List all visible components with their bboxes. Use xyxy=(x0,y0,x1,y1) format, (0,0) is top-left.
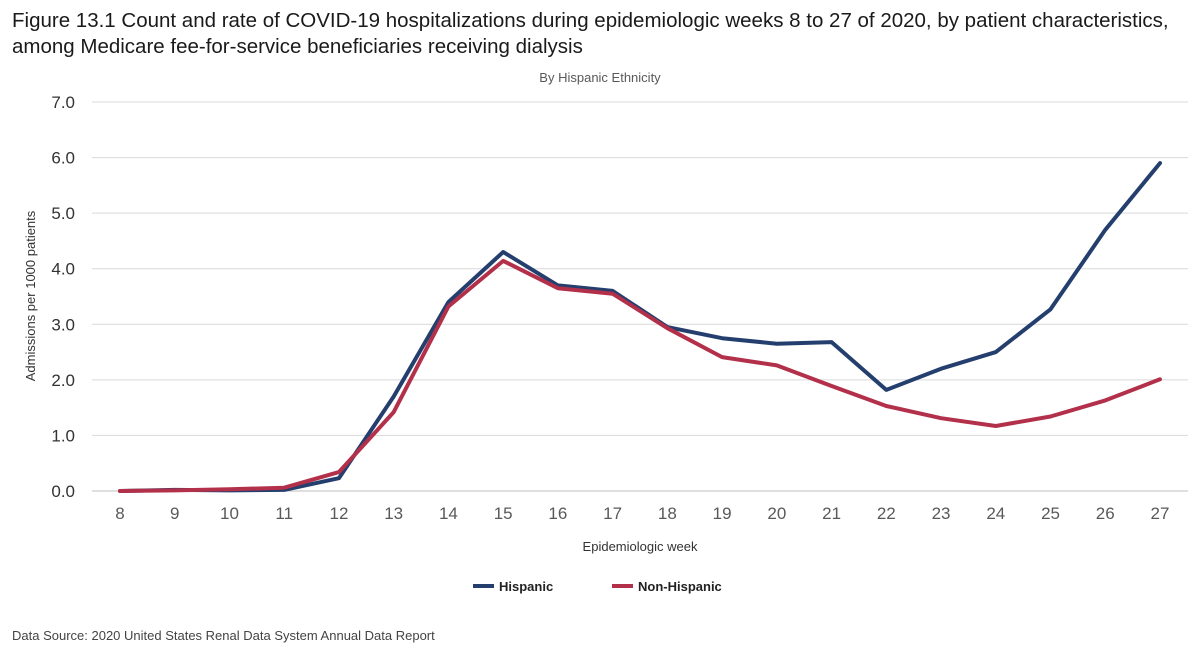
x-tick-label: 10 xyxy=(220,504,239,523)
x-tick-label: 15 xyxy=(494,504,513,523)
x-tick-label: 27 xyxy=(1151,504,1170,523)
series-line-hispanic xyxy=(118,161,1162,493)
x-tick-label: 13 xyxy=(384,504,403,523)
x-tick-label: 11 xyxy=(275,504,293,523)
y-tick-label: 2.0 xyxy=(51,371,75,390)
series-line-non-hispanic xyxy=(118,258,1162,493)
chart-subtitle: By Hispanic Ethnicity xyxy=(539,70,661,85)
x-tick-label: 20 xyxy=(767,504,786,523)
x-tick-label: 17 xyxy=(603,504,622,523)
y-tick-label: 1.0 xyxy=(51,426,75,445)
x-tick-label: 21 xyxy=(822,504,841,523)
y-axis: 0.0 1.0 2.0 3.0 4.0 5.0 6.0 7.0 xyxy=(51,93,75,501)
x-tick-label: 19 xyxy=(713,504,732,523)
figure-title: Figure 13.1 Count and rate of COVID-19 h… xyxy=(12,9,1169,58)
x-tick-label: 26 xyxy=(1096,504,1115,523)
y-axis-label: Admissions per 1000 patients xyxy=(23,210,38,381)
x-tick-label: 24 xyxy=(986,504,1005,523)
y-tick-label: 3.0 xyxy=(51,315,75,334)
x-tick-label: 23 xyxy=(932,504,951,523)
legend-label-hispanic: Hispanic xyxy=(499,579,553,594)
x-tick-label: 8 xyxy=(115,504,124,523)
x-axis: 8 9 10 11 12 13 14 15 16 17 18 19 20 21 22 23 24 25 26 27 xyxy=(115,504,1169,523)
x-tick-label: 16 xyxy=(548,504,567,523)
x-axis-label: Epidemiologic week xyxy=(583,539,698,554)
x-tick-label: 22 xyxy=(877,504,896,523)
y-tick-label: 0.0 xyxy=(51,482,75,501)
x-tick-label: 18 xyxy=(658,504,677,523)
x-tick-label: 9 xyxy=(170,504,179,523)
gridlines xyxy=(92,101,1188,492)
series-layer xyxy=(118,161,1162,493)
x-tick-label: 14 xyxy=(439,504,458,523)
y-tick-label: 4.0 xyxy=(51,260,75,279)
y-tick-label: 5.0 xyxy=(51,204,75,223)
legend-label-non-hispanic: Non-Hispanic xyxy=(638,579,722,594)
x-tick-label: 12 xyxy=(329,504,348,523)
y-tick-label: 7.0 xyxy=(51,93,75,112)
y-tick-label: 6.0 xyxy=(51,149,75,168)
x-tick-label: 25 xyxy=(1041,504,1060,523)
legend: Hispanic Non-Hispanic xyxy=(473,579,722,594)
source-note: Data Source: 2020 United States Renal Da… xyxy=(12,628,435,643)
